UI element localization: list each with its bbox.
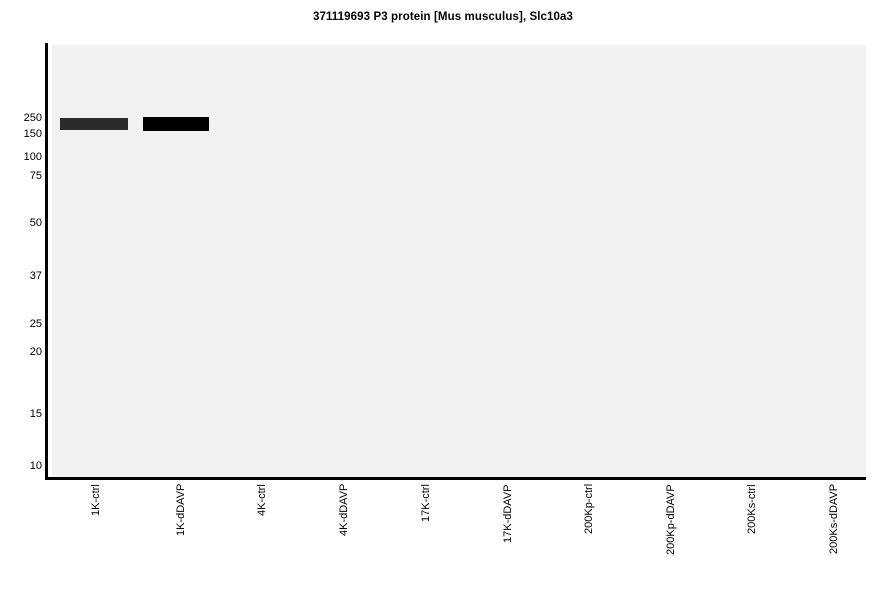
lane-label-text: 17K-dDAVP bbox=[501, 484, 514, 544]
lane-label-text: 200Ks-dDAVP bbox=[827, 483, 840, 554]
lane-label-text: 200Kp-ctrl bbox=[582, 483, 595, 534]
y-tick-label-100: 100 bbox=[23, 151, 42, 163]
y-axis-spine bbox=[45, 43, 48, 480]
y-tick-label-250: 250 bbox=[23, 112, 42, 124]
y-tick-label-20: 20 bbox=[29, 346, 42, 358]
y-tick-label-15: 15 bbox=[29, 408, 42, 420]
gel-band-2 bbox=[143, 117, 209, 131]
y-tick-label-10: 10 bbox=[29, 460, 42, 472]
y-tick-label-37: 37 bbox=[29, 270, 42, 282]
lane-label-text: 200Ks-ctrl bbox=[745, 484, 758, 534]
y-tick-label-75: 75 bbox=[29, 170, 42, 182]
y-axis-tick-labels: 250 150 100 75 50 37 25 20 15 10 bbox=[0, 0, 45, 595]
lane-label-text: 1K-dDAVP bbox=[174, 483, 187, 536]
lane-label-text: 4K-ctrl bbox=[255, 484, 268, 516]
gel-plot-area bbox=[52, 45, 866, 478]
page-title: 371119693 P3 protein [Mus musculus], Slc… bbox=[312, 11, 574, 23]
lane-label-text: 1K-ctrl bbox=[89, 484, 102, 516]
x-axis-spine bbox=[45, 477, 866, 480]
y-tick-label-150: 150 bbox=[23, 128, 42, 140]
lane-label-text: 17K-ctrl bbox=[419, 484, 432, 522]
lane-label-text: 200Kp-dDAVP bbox=[664, 484, 677, 555]
y-tick-label-25: 25 bbox=[29, 318, 42, 330]
lane-label-text: 4K-dDAVP bbox=[337, 483, 350, 536]
y-tick-label-50: 50 bbox=[29, 217, 42, 229]
gel-band-1 bbox=[60, 118, 128, 130]
